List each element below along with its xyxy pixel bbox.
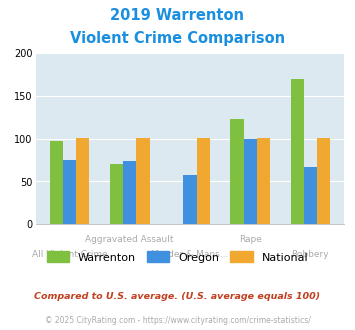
Bar <box>110 164 123 224</box>
Text: 2019 Warrenton: 2019 Warrenton <box>110 8 245 23</box>
Bar <box>76 138 89 224</box>
Text: Violent Crime Comparison: Violent Crime Comparison <box>70 31 285 46</box>
Bar <box>183 176 197 224</box>
Bar <box>304 167 317 224</box>
Bar <box>244 139 257 224</box>
Text: Compared to U.S. average. (U.S. average equals 100): Compared to U.S. average. (U.S. average … <box>34 292 321 301</box>
Text: Rape: Rape <box>239 235 262 244</box>
Bar <box>197 138 210 224</box>
Bar <box>63 160 76 224</box>
Bar <box>123 161 136 224</box>
Text: All Violent Crime: All Violent Crime <box>32 250 107 259</box>
Text: Murder & Mans...: Murder & Mans... <box>151 250 229 259</box>
Bar <box>230 119 244 224</box>
Text: Aggravated Assault: Aggravated Assault <box>86 235 174 244</box>
Text: Robbery: Robbery <box>291 250 329 259</box>
Text: © 2025 CityRating.com - https://www.cityrating.com/crime-statistics/: © 2025 CityRating.com - https://www.city… <box>45 316 310 325</box>
Bar <box>50 141 63 224</box>
Bar <box>290 79 304 224</box>
Legend: Warrenton, Oregon, National: Warrenton, Oregon, National <box>47 251 308 263</box>
Bar <box>136 138 149 224</box>
Bar <box>317 138 330 224</box>
Bar <box>257 138 270 224</box>
